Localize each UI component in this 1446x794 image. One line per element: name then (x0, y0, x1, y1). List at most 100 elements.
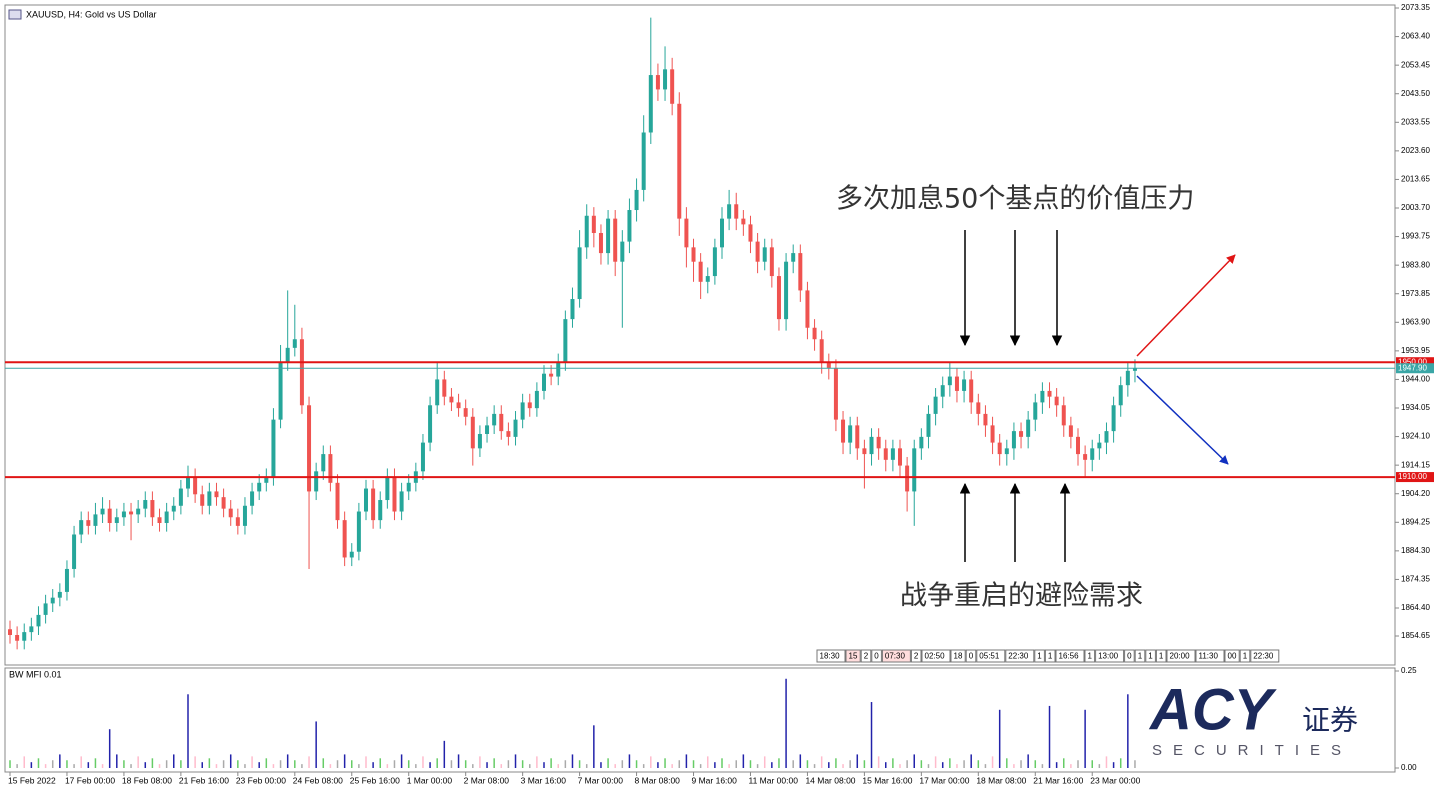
time-marker: 15 (849, 652, 858, 661)
candle-body (164, 511, 169, 524)
candle-body (107, 508, 112, 524)
candle-body (456, 402, 461, 409)
candle-body (1047, 390, 1052, 397)
candle-body (371, 488, 376, 521)
time-marker: 1 (1138, 652, 1143, 661)
x-tick-label: 17 Mar 00:00 (919, 775, 969, 785)
y-tick-label: 1904.20 (1401, 489, 1430, 498)
candle-body (855, 425, 860, 449)
candle-body (364, 488, 368, 512)
time-marker-box (1134, 649, 1146, 663)
time-marker: 2 (914, 652, 919, 661)
time-marker: 20:00 (1170, 652, 1191, 661)
arrow-down (1136, 375, 1229, 465)
logo-cn: 证券 (1302, 704, 1358, 735)
candle-body (428, 405, 433, 443)
time-marker: 05:51 (979, 652, 1000, 661)
candle-body (954, 376, 959, 391)
x-tick-label: 3 Mar 16:00 (521, 775, 567, 785)
y-tick-label: 1874.35 (1401, 575, 1430, 584)
time-marker-box (1005, 649, 1035, 663)
time-marker-box (1044, 649, 1056, 663)
time-marker-box (1195, 649, 1225, 663)
candle-body (549, 373, 554, 377)
annotation: 战争重启的避险需求 (900, 581, 1143, 612)
time-marker: 18 (954, 652, 963, 661)
candle-body (214, 491, 219, 498)
candle-body (506, 431, 511, 437)
time-marker-box (1250, 649, 1280, 663)
candle-body (684, 218, 689, 248)
x-tick-label: 17 Feb 00:00 (65, 775, 115, 785)
candle-body (613, 218, 618, 262)
candle-body (1026, 419, 1031, 437)
candle-body (356, 511, 361, 552)
logo-sub: SECURITIES (1152, 742, 1352, 759)
candle-body (278, 362, 283, 420)
candle-body (641, 132, 646, 190)
time-marker: 07:30 (885, 652, 906, 661)
candle-body (606, 218, 611, 254)
time-marker: 22:30 (1253, 652, 1274, 661)
candle-body (79, 520, 84, 535)
candle-body (86, 520, 91, 526)
time-marker-box (950, 649, 966, 663)
candle-body (883, 448, 888, 460)
candle-body (591, 215, 596, 233)
time-marker: 1 (1048, 652, 1053, 661)
time-marker: 1 (1148, 652, 1153, 661)
time-marker-box (816, 649, 846, 663)
candle-body (905, 465, 910, 492)
candle-body (734, 204, 739, 219)
candle-body (235, 517, 240, 526)
x-tick-label: 2 Mar 08:00 (464, 775, 510, 785)
candle-body (292, 339, 297, 348)
candle-body (477, 433, 482, 449)
x-tick-label: 25 Feb 16:00 (350, 775, 400, 785)
candle-body (1019, 431, 1024, 437)
candle-body (947, 376, 952, 386)
time-marker-box (1145, 649, 1156, 663)
x-tick-label: 18 Feb 08:00 (122, 775, 172, 785)
candle-body (93, 514, 98, 526)
y-tick-label: 2003.70 (1401, 203, 1430, 212)
chart-title: XAUUSD, H4: Gold vs US Dollar (26, 9, 157, 19)
y-tick-label: 1973.85 (1401, 289, 1430, 298)
candle-body (584, 215, 589, 248)
candle-body (990, 425, 995, 443)
candle-body (285, 347, 290, 363)
x-tick-label: 8 Mar 08:00 (635, 775, 681, 785)
candle-body (314, 471, 319, 492)
candle-body (392, 477, 397, 512)
candle-body (691, 247, 696, 262)
candle-body (976, 402, 981, 414)
time-marker: 11:30 (1199, 652, 1219, 661)
time-marker: 0 (874, 652, 879, 661)
candle-body (748, 224, 753, 242)
candle-body (1054, 396, 1059, 406)
x-tick-label: 9 Mar 16:00 (692, 775, 738, 785)
y-tick-label: 1993.75 (1401, 232, 1430, 241)
y-tick-label: 1854.65 (1401, 631, 1430, 640)
candle-body (876, 436, 881, 449)
time-marker: 0 (1127, 652, 1132, 661)
candle-body (1004, 448, 1009, 455)
candle-body (129, 511, 134, 515)
candle-body (121, 511, 126, 518)
y-tick-label: 1914.15 (1401, 460, 1430, 469)
candle-body (271, 419, 276, 478)
candle-body (157, 517, 162, 524)
candle-body (22, 632, 27, 641)
candle-body (36, 614, 41, 627)
time-marker-box (921, 649, 951, 663)
candle-body (762, 247, 767, 262)
candle-body (791, 253, 796, 262)
candle-body (919, 436, 924, 449)
candle-body (378, 500, 383, 521)
y-tick-label: 2043.50 (1401, 89, 1430, 98)
indicator-pane (4, 667, 1396, 773)
level-label-box (1396, 472, 1434, 483)
candle-body (563, 319, 568, 363)
candle-body (898, 448, 902, 466)
candle-body (1118, 385, 1123, 406)
